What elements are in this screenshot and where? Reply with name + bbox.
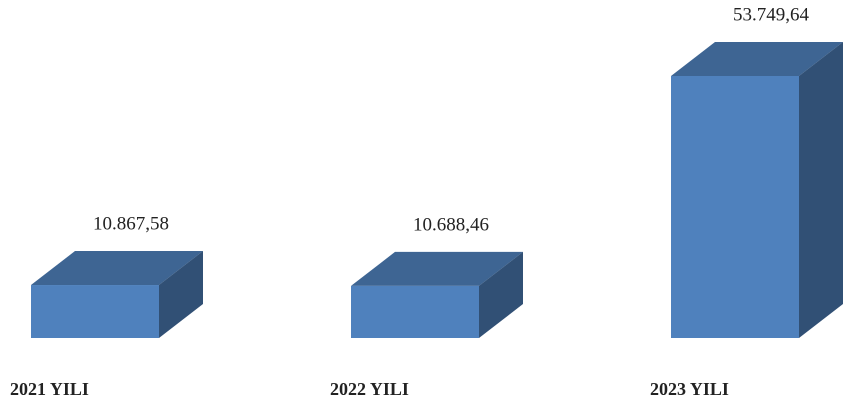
value-label: 53.749,64 bbox=[733, 4, 810, 25]
bar-side bbox=[799, 42, 843, 338]
bar bbox=[31, 285, 159, 338]
x-tick-label: 2023 YILI bbox=[650, 379, 729, 399]
bar bbox=[351, 285, 479, 338]
bar-side bbox=[479, 251, 523, 338]
x-tick-label: 2022 YILI bbox=[330, 379, 409, 399]
bar-top bbox=[31, 251, 203, 286]
bar-top bbox=[671, 42, 843, 76]
value-label: 10.867,58 bbox=[93, 213, 169, 234]
bar-top bbox=[351, 251, 523, 286]
x-tick-label: 2021 YILI bbox=[10, 379, 89, 399]
bar-side bbox=[159, 251, 203, 338]
bar bbox=[671, 76, 799, 338]
value-label: 10.688,46 bbox=[413, 214, 489, 235]
